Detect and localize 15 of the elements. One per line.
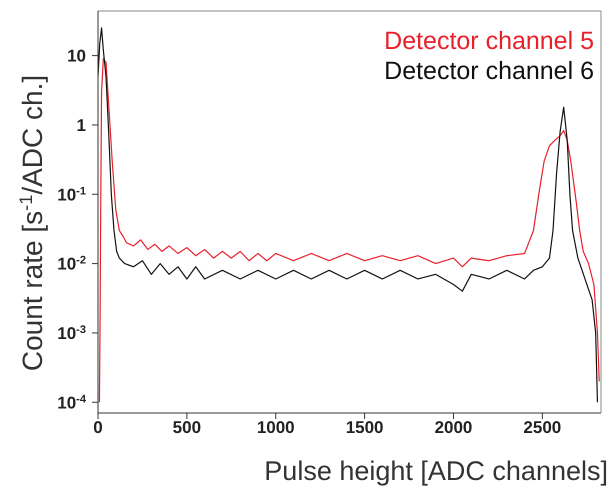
x-tick-label: 1500 xyxy=(346,418,384,438)
x-tick-label: 500 xyxy=(172,418,202,438)
y-tick-label: 10$^{-4}$ xyxy=(57,393,87,412)
y-tick-label: 10$^{-2}$ xyxy=(57,254,86,274)
y-tick-label: 1 xyxy=(76,116,86,135)
text: Detector channel 5 xyxy=(384,26,594,56)
x-tick-label: 1000 xyxy=(256,418,295,438)
y-tick-label: 10 xyxy=(67,46,86,66)
x-axis-title: Pulse height [ADC channels] xyxy=(264,456,608,487)
x-tick-label: 0 xyxy=(93,418,103,438)
y-tick-label: 10$^{-3}$ xyxy=(57,324,86,343)
x-tick-label: 2000 xyxy=(434,418,472,438)
y-tick-label: 10$^{-1}$ xyxy=(57,185,86,204)
x-tick-label: 2500 xyxy=(523,418,562,438)
series-label: Detector channel 6 xyxy=(384,56,594,86)
